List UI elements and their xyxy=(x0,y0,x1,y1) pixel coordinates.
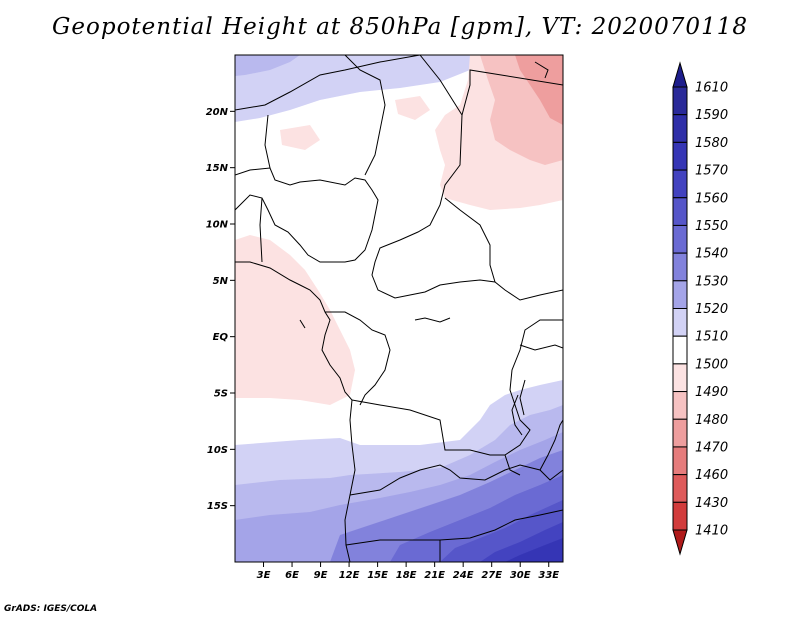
map-title: Geopotential Height at 850hPa [gpm], VT:… xyxy=(52,14,748,40)
colorbar-label: 1560 xyxy=(695,191,728,206)
colorbar-swatch xyxy=(672,169,688,199)
longitude-axis: 3E 6E 9E 12E 15E 18E 21E 24E 27E 30E 33E xyxy=(257,562,559,581)
latitude-axis: 20N 15N 10N 5N EQ 5S 10S 15S xyxy=(206,107,235,512)
field-north-1530 xyxy=(235,55,300,76)
colorbar-label: 1470 xyxy=(695,440,728,455)
lon-tick-label: 9E xyxy=(314,570,328,581)
lat-tick-label: 15S xyxy=(207,501,228,512)
colorbar-label: 1520 xyxy=(695,302,728,317)
colorbar-label: 1490 xyxy=(695,385,728,400)
colorbar-label: 1570 xyxy=(695,164,728,179)
colorbar-label: 1410 xyxy=(695,524,728,539)
field-north-low-contour xyxy=(235,55,470,122)
credit-label: GrADS: IGES/COLA xyxy=(4,604,98,614)
colorbar-label: 1510 xyxy=(695,330,728,345)
colorbar-bottom-triangle xyxy=(672,529,688,556)
lon-tick-label: 15E xyxy=(367,570,388,581)
field-northeast-1480 xyxy=(515,55,563,125)
colorbar-label: 1430 xyxy=(695,496,728,511)
colorbar-label: 1460 xyxy=(695,468,728,483)
lon-tick-label: 12E xyxy=(339,570,360,581)
lon-tick-label: 21E xyxy=(424,570,445,581)
colorbar-swatch xyxy=(672,418,688,448)
colorbar-label: 1610 xyxy=(695,81,728,96)
lon-tick-label: 33E xyxy=(538,570,559,581)
colorbar-top-triangle xyxy=(672,61,688,88)
colorbar-label: 1530 xyxy=(695,274,728,289)
colorbar-swatch xyxy=(672,335,688,365)
lat-tick-label: 15N xyxy=(206,163,229,174)
colorbar-swatch xyxy=(672,197,688,226)
colorbar: 1610 1590 1580 1570 1560 1550 1540 1530 1520 1510… xyxy=(672,61,728,556)
lat-tick-label: 20N xyxy=(206,107,229,118)
field-south-1590 xyxy=(505,538,563,562)
colorbar-swatch xyxy=(672,308,688,337)
colorbar-swatch xyxy=(672,252,688,282)
lon-tick-label: 30E xyxy=(510,570,531,581)
colorbar-label: 1550 xyxy=(695,219,728,234)
colorbar-swatch xyxy=(672,474,688,503)
colorbar-label: 1590 xyxy=(695,108,728,123)
colorbar-label: 1500 xyxy=(695,357,728,372)
map-frame xyxy=(234,54,564,563)
colorbar-label: 1580 xyxy=(695,136,728,151)
colorbar-swatch xyxy=(672,391,688,420)
field-nw-pink-patch xyxy=(280,125,320,150)
lon-tick-label: 18E xyxy=(396,570,417,581)
colorbar-label: 1480 xyxy=(695,413,728,428)
lat-tick-label: 10S xyxy=(207,445,228,456)
colorbar-label: 1540 xyxy=(695,247,728,262)
lon-tick-label: 24E xyxy=(453,570,474,581)
colorbar-swatch xyxy=(672,86,688,116)
lon-tick-label: 3E xyxy=(257,570,271,581)
lat-tick-label: 10N xyxy=(206,220,229,231)
lat-tick-label: 5S xyxy=(214,389,228,400)
field-north-pink-patch xyxy=(395,96,430,120)
colorbar-swatch xyxy=(672,501,688,531)
colorbar-swatch xyxy=(672,224,688,254)
colorbar-swatch xyxy=(672,280,688,309)
country-borders xyxy=(235,55,563,562)
colorbar-swatch xyxy=(672,114,688,143)
colorbar-swatch xyxy=(672,141,688,171)
lon-tick-label: 27E xyxy=(481,570,502,581)
field-west-1500 xyxy=(235,235,355,405)
map-panel xyxy=(235,55,563,562)
lon-tick-label: 6E xyxy=(285,570,299,581)
colorbar-swatch xyxy=(672,446,688,476)
lat-tick-label: EQ xyxy=(213,332,229,343)
lat-tick-label: 5N xyxy=(213,276,229,287)
colorbar-swatch xyxy=(672,363,688,393)
